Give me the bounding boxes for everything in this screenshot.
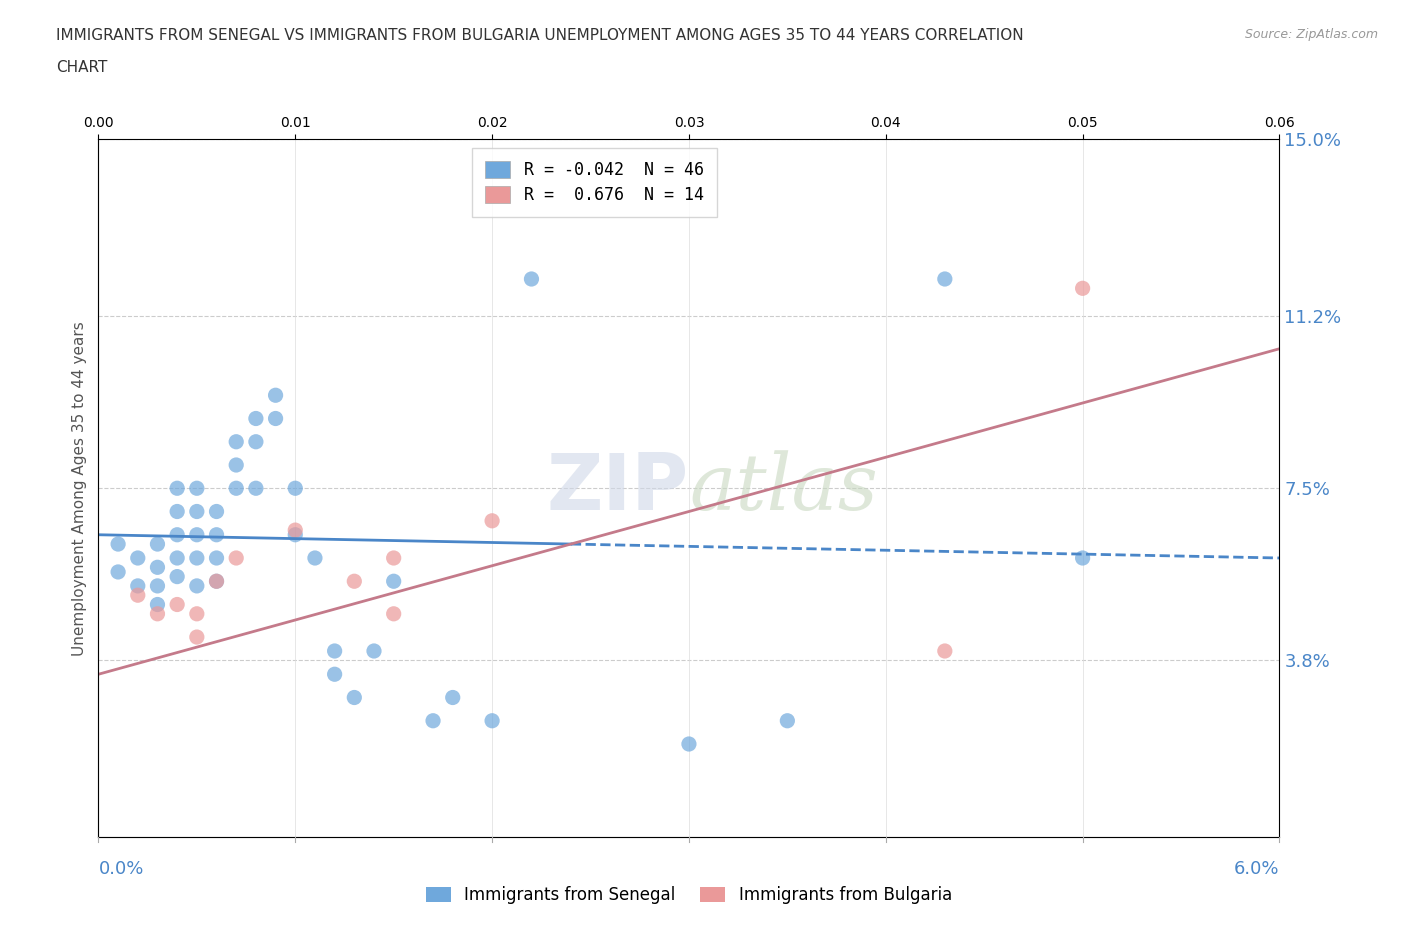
Point [127,588,149,603]
Point [323,644,346,658]
Point [205,574,228,589]
Point [382,551,405,565]
Point [146,597,169,612]
Point [245,434,267,449]
Point [363,644,385,658]
Point [186,551,208,565]
Point [127,551,149,565]
Point [382,574,405,589]
Point [146,560,169,575]
Point [205,574,228,589]
Point [186,630,208,644]
Point [186,504,208,519]
Text: 6.0%: 6.0% [1234,860,1279,878]
Point [264,411,287,426]
Point [245,481,267,496]
Point [934,644,956,658]
Point [678,737,700,751]
Point [520,272,543,286]
Point [284,527,307,542]
Point [1071,281,1094,296]
Point [166,504,188,519]
Legend: R = -0.042  N = 46, R =  0.676  N = 14: R = -0.042 N = 46, R = 0.676 N = 14 [472,148,717,218]
Point [205,504,228,519]
Text: CHART: CHART [56,60,108,75]
Point [186,606,208,621]
Point [284,481,307,496]
Point [776,713,799,728]
Point [225,434,247,449]
Point [245,411,267,426]
Point [382,606,405,621]
Point [225,481,247,496]
Point [1071,551,1094,565]
Point [186,481,208,496]
Point [304,551,326,565]
Point [343,690,366,705]
Point [284,523,307,538]
Point [186,527,208,542]
Point [225,551,247,565]
Point [166,569,188,584]
Text: atlas: atlas [689,450,877,526]
Point [422,713,444,728]
Point [481,713,503,728]
Point [264,388,287,403]
Point [481,513,503,528]
Point [186,578,208,593]
Point [205,527,228,542]
Point [166,551,188,565]
Point [166,481,188,496]
Point [146,537,169,551]
Point [323,667,346,682]
Point [166,597,188,612]
Legend: Immigrants from Senegal, Immigrants from Bulgaria: Immigrants from Senegal, Immigrants from… [418,878,960,912]
Point [146,578,169,593]
Point [205,551,228,565]
Point [343,574,366,589]
Y-axis label: Unemployment Among Ages 35 to 44 years: Unemployment Among Ages 35 to 44 years [72,321,87,656]
Point [441,690,464,705]
Point [934,272,956,286]
Point [107,565,129,579]
Point [225,458,247,472]
Point [107,537,129,551]
Text: ZIP: ZIP [547,450,689,526]
Point [127,578,149,593]
Point [146,606,169,621]
Point [166,527,188,542]
Text: 0.0%: 0.0% [98,860,143,878]
Text: IMMIGRANTS FROM SENEGAL VS IMMIGRANTS FROM BULGARIA UNEMPLOYMENT AMONG AGES 35 T: IMMIGRANTS FROM SENEGAL VS IMMIGRANTS FR… [56,28,1024,43]
Text: Source: ZipAtlas.com: Source: ZipAtlas.com [1244,28,1378,41]
